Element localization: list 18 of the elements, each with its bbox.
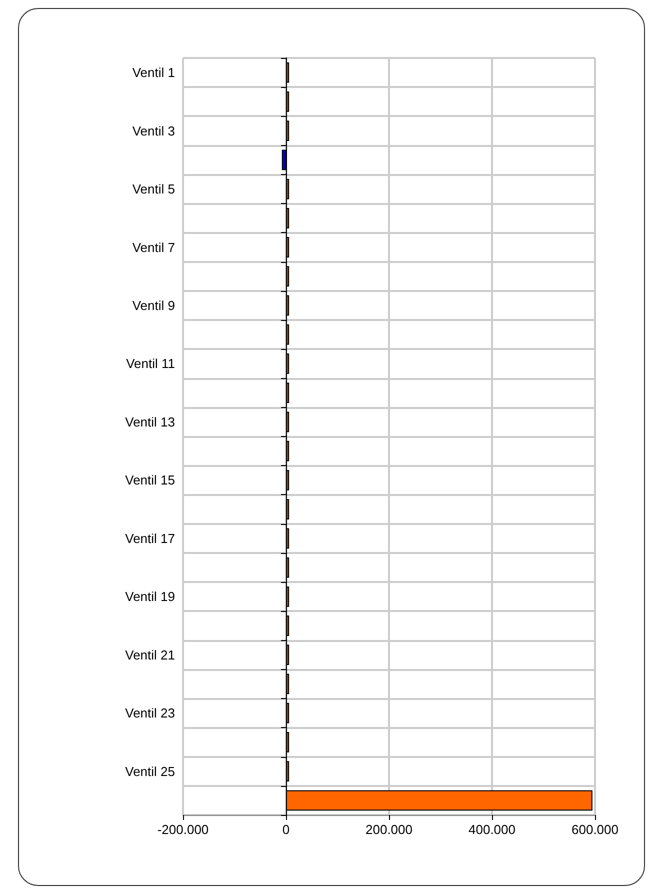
y-tick-label: Ventil 7 bbox=[132, 240, 175, 255]
y-tick-label: Ventil 5 bbox=[132, 182, 175, 197]
y-tick-label: Ventil 11 bbox=[126, 356, 175, 372]
x-tick-label: -200.000 bbox=[157, 822, 209, 837]
x-tick-label: 0 bbox=[282, 822, 290, 837]
y-tick-label: Ventil 21 bbox=[125, 647, 175, 662]
y-tick-label: Ventil 19 bbox=[125, 589, 175, 604]
x-tick-label: 600.000 bbox=[572, 822, 618, 837]
y-tick-label: Ventil 25 bbox=[125, 764, 175, 779]
x-tick-label: 200.000 bbox=[366, 822, 412, 837]
y-tick-label: Ventil 13 bbox=[125, 414, 175, 430]
x-tick-label: 400.000 bbox=[468, 822, 516, 837]
y-tick-label: Ventil 9 bbox=[132, 298, 175, 313]
y-tick-label: Ventil 1 bbox=[132, 65, 175, 80]
y-tick-label: Ventil 3 bbox=[132, 123, 175, 138]
y-tick-label: Ventil 17 bbox=[125, 530, 175, 546]
y-tick-label: Ventil 23 bbox=[125, 706, 175, 721]
y-tick-label: Ventil 15 bbox=[125, 472, 175, 488]
